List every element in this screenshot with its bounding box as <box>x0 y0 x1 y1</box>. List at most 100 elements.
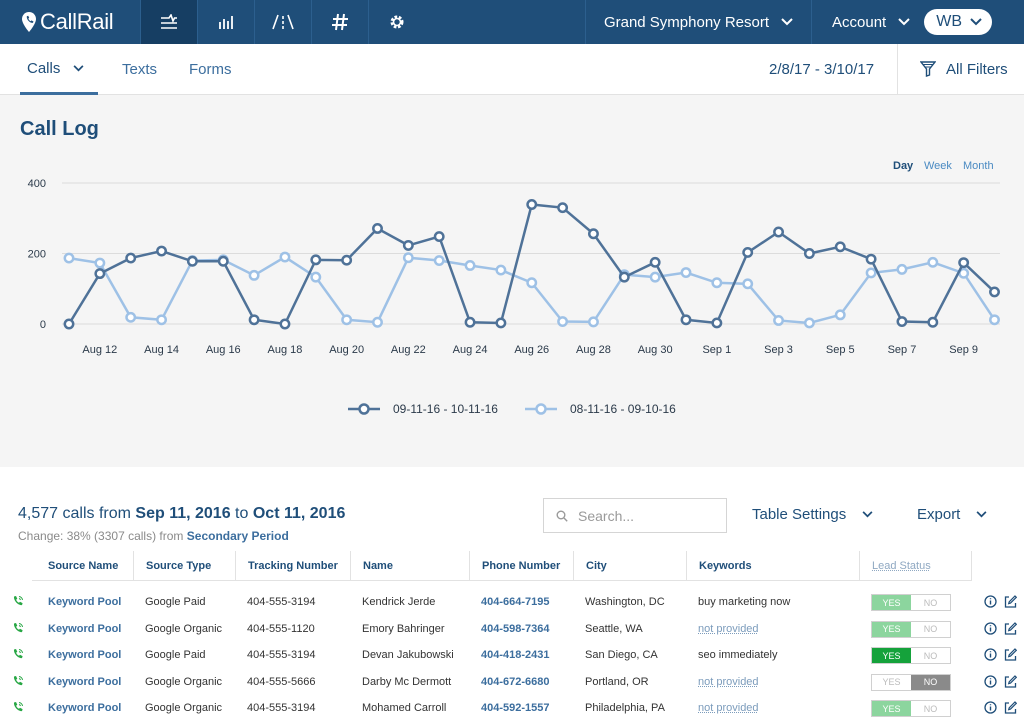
phone-number-cell[interactable]: 404-418-2431 <box>481 649 550 661</box>
table-row[interactable]: Keyword Pool Google Organic 404-555-3194 Mo… <box>0 695 1024 720</box>
data-point[interactable] <box>711 277 723 289</box>
granularity-month[interactable]: Month <box>963 160 994 172</box>
data-point[interactable] <box>372 223 383 234</box>
lead-no-option[interactable]: NO <box>911 648 950 663</box>
data-point[interactable] <box>865 253 877 265</box>
table-row[interactable]: Keyword Pool Google Paid 404-555-3194 Devan… <box>0 642 1024 668</box>
data-point[interactable] <box>588 228 599 240</box>
data-point[interactable] <box>310 254 322 266</box>
lead-status-toggle[interactable]: YES NO <box>871 700 951 717</box>
table-row[interactable]: Keyword Pool Google Paid 404-555-3194 Kendr… <box>0 589 1024 615</box>
column-header-phone-number[interactable]: Phone Number <box>469 551 560 581</box>
data-point[interactable] <box>186 255 198 267</box>
data-point[interactable] <box>742 278 754 290</box>
data-point[interactable] <box>341 254 353 266</box>
data-point[interactable] <box>742 246 754 258</box>
data-point[interactable] <box>94 268 106 280</box>
nav-numbers[interactable] <box>311 0 368 44</box>
phone-number-cell[interactable]: 404-664-7195 <box>481 596 550 608</box>
edit-call-button[interactable] <box>1004 701 1018 717</box>
column-header-source-type[interactable]: Source Type <box>133 551 211 581</box>
data-point[interactable] <box>341 314 353 326</box>
tab-calls[interactable]: Calls <box>20 44 98 95</box>
data-point[interactable] <box>927 316 939 328</box>
data-point[interactable] <box>63 252 75 264</box>
data-point[interactable] <box>680 267 692 278</box>
lead-status-toggle[interactable]: YES NO <box>871 647 951 664</box>
data-point[interactable] <box>125 252 137 264</box>
source-name-cell[interactable]: Keyword Pool <box>48 622 122 635</box>
data-point[interactable] <box>588 316 599 328</box>
date-range-picker[interactable]: 2/8/17 - 3/10/17 <box>769 60 875 78</box>
tab-forms[interactable]: Forms <box>189 60 232 78</box>
data-point[interactable] <box>958 257 970 269</box>
data-point[interactable] <box>495 264 507 276</box>
data-point[interactable] <box>156 245 168 257</box>
edit-call-button[interactable] <box>1004 648 1018 664</box>
nav-settings[interactable] <box>368 0 425 44</box>
granularity-day[interactable]: Day <box>893 160 914 172</box>
column-header-tracking-number[interactable]: Tracking Number <box>235 551 338 581</box>
data-point[interactable] <box>711 317 723 329</box>
search-box[interactable] <box>543 498 727 533</box>
column-header-name[interactable]: Name <box>350 551 393 581</box>
data-point[interactable] <box>433 231 445 243</box>
data-point[interactable] <box>217 255 229 267</box>
data-point[interactable] <box>773 315 784 326</box>
data-point[interactable] <box>896 263 908 275</box>
source-name-cell[interactable]: Keyword Pool <box>48 702 122 714</box>
data-point[interactable] <box>557 316 569 327</box>
user-menu[interactable]: WB <box>924 9 992 35</box>
data-point[interactable] <box>773 226 784 238</box>
lead-yes-option[interactable]: YES <box>872 648 911 663</box>
lead-no-option[interactable]: NO <box>911 701 950 716</box>
source-name-cell[interactable]: Keyword Pool <box>48 596 122 608</box>
legend-item[interactable]: 08-11-16 - 09-10-16 <box>525 402 676 416</box>
data-point[interactable] <box>834 309 846 321</box>
table-row[interactable]: Keyword Pool Google Organic 404-555-5666 Da… <box>0 669 1024 695</box>
phone-number-cell[interactable]: 404-598-7364 <box>481 622 550 635</box>
data-point[interactable] <box>433 255 445 267</box>
column-header-lead-status[interactable]: Lead Status <box>859 551 972 581</box>
data-point[interactable] <box>803 317 815 329</box>
lead-status-toggle[interactable]: YES NO <box>871 673 951 691</box>
call-details-button[interactable] <box>984 621 997 638</box>
data-point[interactable] <box>803 248 815 259</box>
phone-number-cell[interactable]: 404-592-1557 <box>481 702 550 714</box>
data-point[interactable] <box>526 277 538 289</box>
data-point[interactable] <box>248 314 260 326</box>
source-name-cell[interactable]: Keyword Pool <box>48 649 122 661</box>
search-input[interactable] <box>578 507 718 524</box>
all-filters-button[interactable]: All Filters <box>897 44 1024 94</box>
company-selector[interactable]: Grand Symphony Resort <box>584 0 813 44</box>
data-point[interactable] <box>310 271 322 283</box>
data-point[interactable] <box>896 316 908 327</box>
data-point[interactable] <box>649 256 661 268</box>
lead-status-toggle[interactable]: YES NO <box>871 620 951 638</box>
edit-call-button[interactable] <box>1004 621 1018 638</box>
nav-reports[interactable] <box>197 0 254 44</box>
callrail-logo[interactable]: CallRail <box>0 0 140 44</box>
edit-call-button[interactable] <box>1004 595 1018 611</box>
data-point[interactable] <box>989 286 1000 298</box>
call-details-button[interactable] <box>984 648 997 664</box>
column-header-source-name[interactable]: Source Name <box>48 560 119 572</box>
data-point[interactable] <box>649 271 661 283</box>
column-header-city[interactable]: City <box>573 551 607 581</box>
lead-yes-option[interactable]: YES <box>872 621 911 637</box>
phone-number-cell[interactable]: 404-672-6680 <box>481 675 550 688</box>
data-point[interactable] <box>94 257 106 269</box>
lead-yes-option[interactable]: YES <box>872 701 911 716</box>
data-point[interactable] <box>125 311 137 323</box>
tab-texts[interactable]: Texts <box>122 60 158 78</box>
lead-no-option[interactable]: NO <box>911 595 950 610</box>
column-header-keywords[interactable]: Keywords <box>686 551 752 581</box>
granularity-week[interactable]: Week <box>924 160 952 172</box>
call-details-button[interactable] <box>984 595 997 611</box>
lead-yes-option[interactable]: YES <box>872 595 911 610</box>
edit-call-button[interactable] <box>1004 674 1018 691</box>
data-point[interactable] <box>248 269 260 281</box>
table-row[interactable]: Keyword Pool Google Organic 404-555-1120 Em… <box>0 616 1024 642</box>
data-point[interactable] <box>680 314 692 326</box>
data-point[interactable] <box>618 271 630 283</box>
